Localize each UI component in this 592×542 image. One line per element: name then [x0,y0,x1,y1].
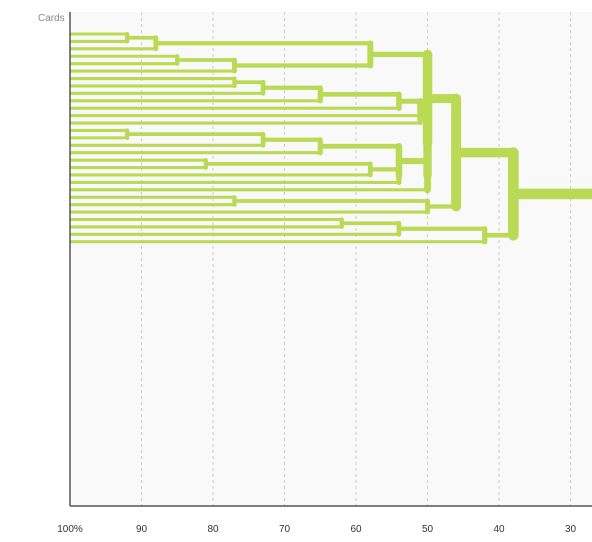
x-tick-label: 30 [565,524,577,535]
x-tick-label: 50 [422,524,434,535]
x-tick-label: 90 [136,524,148,535]
x-tick-label: 40 [493,524,505,535]
x-tick-label: 70 [279,524,291,535]
y-axis-label: Cards [38,13,65,24]
x-tick-label: 100% [57,524,83,535]
x-tick-label: 80 [207,524,219,535]
x-tick-label: 60 [350,524,362,535]
